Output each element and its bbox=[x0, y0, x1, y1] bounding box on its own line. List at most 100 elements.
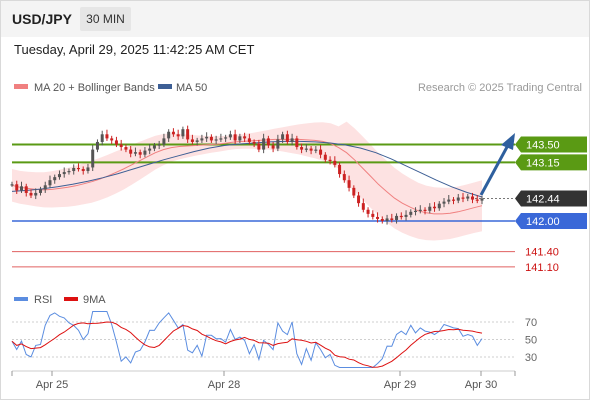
candle-body bbox=[409, 211, 413, 215]
candle-body bbox=[110, 138, 114, 141]
candle-body bbox=[105, 134, 109, 139]
candle-body bbox=[390, 218, 394, 220]
candle-body bbox=[91, 149, 95, 168]
rsi-line bbox=[11, 311, 483, 368]
level-tag-text: 142.44 bbox=[526, 194, 560, 206]
level-tag-bg bbox=[515, 136, 587, 153]
candle-body bbox=[190, 139, 194, 142]
ma50-line bbox=[11, 140, 483, 198]
candle-body bbox=[257, 143, 261, 150]
candle-body bbox=[214, 139, 218, 141]
candle-body bbox=[100, 134, 104, 142]
x-tick-label: Apr 25 bbox=[36, 379, 68, 391]
candle-body bbox=[380, 218, 384, 221]
candle-body bbox=[243, 136, 247, 139]
candle-body bbox=[418, 209, 422, 211]
candle-body bbox=[133, 152, 137, 154]
candle-body bbox=[347, 180, 351, 188]
candle-body bbox=[143, 150, 147, 155]
candle-body bbox=[10, 184, 14, 186]
candle-body bbox=[395, 215, 399, 220]
candle-body bbox=[371, 213, 375, 217]
candle-body bbox=[414, 210, 418, 212]
level-label-141-40: 141.40 bbox=[525, 247, 559, 259]
candle-body bbox=[461, 197, 465, 199]
candle-body bbox=[323, 154, 327, 160]
candle-body bbox=[224, 137, 228, 139]
ma20-legend-swatch bbox=[14, 84, 28, 89]
candle-body bbox=[38, 189, 42, 193]
candle-body bbox=[53, 177, 57, 181]
x-tick-label: Apr 29 bbox=[384, 379, 416, 391]
level-tag-143-15: 143.15 bbox=[515, 154, 587, 171]
candle-body bbox=[138, 152, 142, 155]
timestamp: Tuesday, April 29, 2025 11:42:25 AM CET bbox=[14, 42, 255, 57]
rsi-tick-30: 30 bbox=[525, 352, 537, 364]
candle-body bbox=[328, 159, 332, 161]
x-tick-label: Apr 28 bbox=[208, 379, 240, 391]
candle-body bbox=[456, 197, 460, 201]
candle-body bbox=[29, 192, 33, 196]
bollinger-band bbox=[12, 121, 482, 241]
candle-body bbox=[157, 144, 161, 146]
candle-body bbox=[86, 167, 90, 172]
candle-body bbox=[314, 149, 318, 151]
candle-body bbox=[319, 149, 323, 155]
candle-body bbox=[276, 139, 280, 149]
level-tag-text: 143.50 bbox=[526, 140, 560, 152]
candle-body bbox=[437, 203, 441, 209]
ma50-legend-label: MA 50 bbox=[176, 82, 207, 94]
candle-body bbox=[186, 129, 190, 140]
candle-body bbox=[48, 180, 52, 186]
timeframe-button[interactable]: 30 MIN bbox=[80, 7, 131, 31]
bollinger-band-fill bbox=[12, 121, 482, 241]
x-tick-label: Apr 30 bbox=[465, 379, 497, 391]
candle-body bbox=[333, 160, 337, 165]
candle-body bbox=[15, 184, 19, 191]
ma9-legend-swatch bbox=[64, 297, 78, 301]
rsi-legend-swatch bbox=[14, 297, 28, 301]
candle-body bbox=[423, 209, 427, 211]
candle-body bbox=[385, 218, 389, 221]
candle-body bbox=[442, 201, 446, 204]
candle-body bbox=[76, 167, 80, 170]
candle-body bbox=[447, 199, 451, 202]
candle-body bbox=[43, 185, 47, 190]
forecast-arrow-head bbox=[501, 133, 515, 150]
rsi-legend-label: RSI bbox=[34, 294, 52, 306]
candle-body bbox=[181, 129, 185, 137]
candle-body bbox=[219, 138, 223, 140]
candle-body bbox=[238, 136, 242, 141]
level-tag-bg bbox=[515, 213, 587, 229]
candle-body bbox=[433, 206, 437, 209]
candle-body bbox=[167, 131, 171, 139]
candle-body bbox=[34, 192, 38, 196]
level-tag-text: 143.15 bbox=[526, 157, 560, 169]
forecast-arrow-line bbox=[479, 146, 509, 196]
candle-body bbox=[475, 199, 479, 201]
candle-body bbox=[309, 148, 313, 151]
candle-body bbox=[281, 134, 285, 140]
source-credit: Research © 2025 Trading Central bbox=[418, 82, 582, 94]
level-tag-bg bbox=[515, 154, 587, 171]
candle-body bbox=[200, 138, 204, 141]
chart-header: USD/JPY 30 MIN bbox=[1, 1, 589, 37]
candle-body bbox=[471, 196, 475, 200]
candle-body bbox=[124, 147, 128, 150]
rsi-tick-50: 50 bbox=[525, 335, 537, 347]
candle-body bbox=[357, 195, 361, 204]
candle-body bbox=[57, 174, 61, 178]
candle-body bbox=[195, 140, 199, 142]
ma20-line bbox=[11, 138, 483, 215]
candle-body bbox=[114, 140, 118, 145]
rsi-tick-70: 70 bbox=[525, 317, 537, 329]
level-tag-143-50: 143.50 bbox=[515, 136, 587, 153]
candle-body bbox=[300, 147, 304, 150]
candle-body bbox=[205, 136, 209, 139]
level-tag-142-44: 142.44 bbox=[515, 190, 587, 207]
level-tag-text: 142.00 bbox=[526, 216, 560, 228]
candle-body bbox=[119, 144, 123, 148]
candle-body bbox=[361, 203, 365, 210]
candle-body bbox=[252, 141, 256, 144]
